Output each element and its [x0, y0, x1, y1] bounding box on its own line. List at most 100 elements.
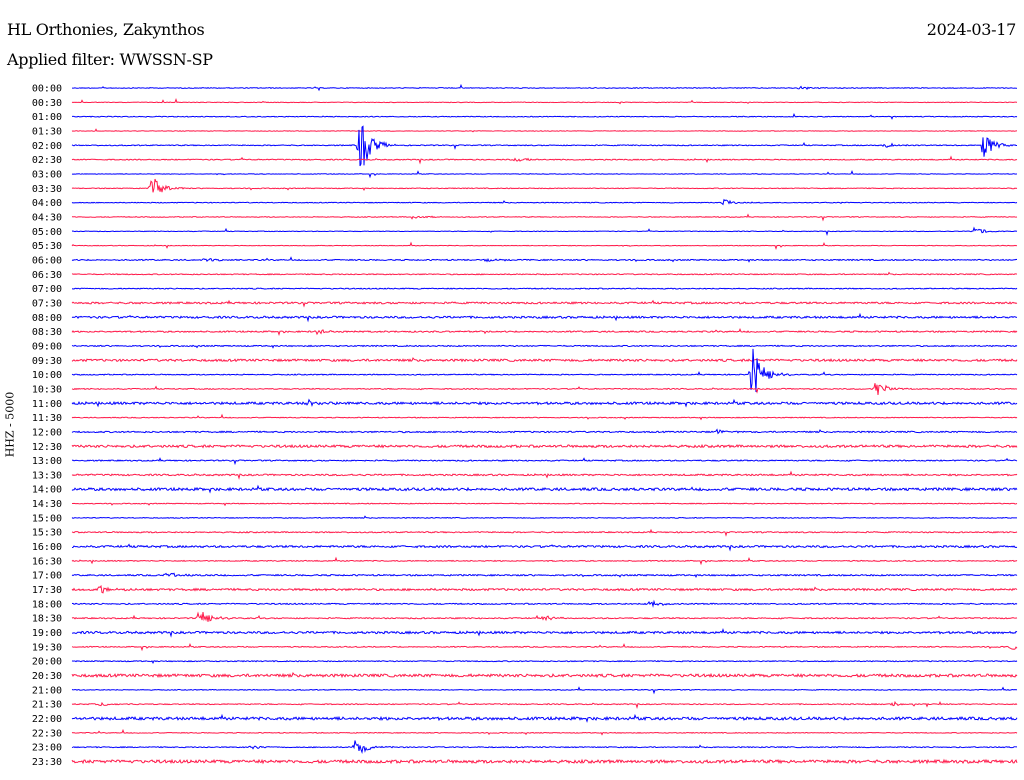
trace-line [71, 398, 1018, 408]
trace-line [71, 226, 1018, 236]
trace-line [71, 584, 1018, 594]
trace-line [71, 271, 1018, 276]
trace-line [71, 256, 1018, 263]
time-label: 22:00 [32, 714, 62, 725]
time-label: 02:30 [32, 155, 62, 166]
time-label: 16:00 [32, 542, 62, 553]
trace-line [71, 125, 1018, 167]
time-label: 00:00 [32, 84, 62, 95]
time-label: 15:30 [32, 528, 62, 539]
time-label: 17:30 [32, 585, 62, 596]
time-label: 03:30 [32, 184, 62, 195]
filter-label: Applied filter: WWSSN-SP [7, 50, 213, 69]
station-title: HL Orthonies, Zakynthos [7, 20, 205, 39]
time-label: 08:00 [32, 313, 62, 324]
time-label: 04:00 [32, 198, 62, 209]
time-label: 15:00 [32, 513, 62, 524]
trace-line [71, 627, 1018, 638]
time-label: 11:30 [32, 413, 62, 424]
trace-line [71, 672, 1018, 679]
trace-line [71, 611, 1018, 622]
trace-line [71, 660, 1018, 664]
trace-line [71, 457, 1018, 466]
time-label: 02:00 [32, 141, 62, 152]
trace-line [71, 443, 1018, 449]
trace-line [71, 169, 1018, 179]
trace-line [71, 556, 1018, 566]
time-label: 22:30 [32, 728, 62, 739]
time-label: 12:30 [32, 442, 62, 453]
trace-line [71, 572, 1018, 578]
time-label: 20:00 [32, 657, 62, 668]
time-label: 23:30 [32, 757, 62, 768]
trace-line [71, 740, 1018, 754]
time-label: 23:00 [32, 743, 62, 754]
trace-line [71, 383, 1018, 396]
trace-line [71, 413, 1018, 421]
time-label: 09:00 [32, 341, 62, 352]
trace-line [71, 328, 1018, 336]
trace-line [71, 312, 1018, 323]
time-label: 11:00 [32, 399, 62, 410]
time-label: 03:00 [32, 169, 62, 180]
time-label: 05:00 [32, 227, 62, 238]
time-label: 17:00 [32, 571, 62, 582]
time-label: 01:00 [32, 112, 62, 123]
trace-line [71, 686, 1018, 695]
time-label: 10:00 [32, 370, 62, 381]
time-label: 07:00 [32, 284, 62, 295]
time-label: 07:30 [32, 298, 62, 309]
time-label: 12:00 [32, 427, 62, 438]
trace-line [71, 758, 1018, 765]
trace-line [71, 83, 1018, 92]
trace-line [71, 348, 1018, 393]
time-label: 04:30 [32, 212, 62, 223]
time-label: 09:30 [32, 356, 62, 367]
time-label: 21:00 [32, 685, 62, 696]
time-label: 19:30 [32, 642, 62, 653]
trace-line [71, 484, 1018, 494]
trace-line [71, 700, 1018, 710]
time-label: 05:30 [32, 241, 62, 252]
trace-line [71, 357, 1018, 363]
time-label: 18:30 [32, 614, 62, 625]
trace-line [71, 128, 1018, 133]
time-label: 06:30 [32, 270, 62, 281]
time-label: 14:30 [32, 499, 62, 510]
time-label: 14:00 [32, 485, 62, 496]
time-label: 13:00 [32, 456, 62, 467]
time-label: 01:30 [32, 126, 62, 137]
date-label: 2024-03-17 [926, 20, 1017, 39]
trace-line [71, 287, 1018, 290]
time-label: 16:30 [32, 556, 62, 567]
time-label: 00:30 [32, 98, 62, 109]
trace-line [71, 502, 1018, 507]
time-label: 06:00 [32, 255, 62, 266]
trace-line [71, 543, 1018, 552]
trace-line [71, 241, 1018, 250]
time-label: 21:30 [32, 700, 62, 711]
trace-line [71, 97, 1018, 105]
trace-line [71, 112, 1018, 120]
trace-line [71, 528, 1018, 537]
traces-group [71, 83, 1018, 765]
trace-line [71, 299, 1018, 308]
time-label: 13:30 [32, 470, 62, 481]
trace-line [71, 728, 1018, 736]
trace-line [71, 428, 1018, 435]
trace-line [71, 213, 1018, 222]
time-label: 18:00 [32, 599, 62, 610]
time-label: 08:30 [32, 327, 62, 338]
time-labels-group: 00:00 00:30 01:00 01:30 02:00 02:30 03:00 03:30… [32, 84, 62, 769]
trace-line [71, 470, 1018, 480]
trace-line [71, 515, 1018, 519]
time-label: 20:30 [32, 671, 62, 682]
trace-line [71, 155, 1018, 165]
trace-line [71, 713, 1018, 723]
trace-line [71, 178, 1018, 193]
time-label: 10:30 [32, 384, 62, 395]
time-label: 19:00 [32, 628, 62, 639]
trace-line [71, 198, 1018, 206]
trace-line [71, 643, 1018, 652]
